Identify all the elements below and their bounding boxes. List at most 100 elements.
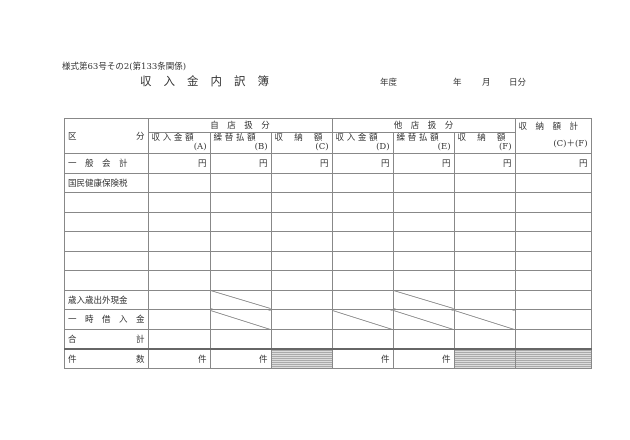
cell[interactable] xyxy=(514,192,592,213)
cell[interactable] xyxy=(514,309,592,330)
cell[interactable] xyxy=(270,309,333,330)
cell[interactable] xyxy=(392,211,455,232)
shaded-cell xyxy=(453,347,516,369)
cell[interactable] xyxy=(331,211,394,232)
table-row: 一 般 会 計 円 円 円 円 円 円 円 xyxy=(64,153,592,174)
cell-b[interactable]: 件 xyxy=(209,347,272,369)
cell[interactable] xyxy=(209,231,272,252)
row-label-national-health: 国民健康保険税 xyxy=(64,172,149,193)
cell[interactable] xyxy=(514,328,592,349)
cell[interactable] xyxy=(147,211,211,232)
cell-d[interactable]: 円 xyxy=(331,153,394,174)
cell[interactable] xyxy=(147,192,211,213)
cell[interactable] xyxy=(209,192,272,213)
shaded-cell xyxy=(270,347,333,369)
row-label-sum: 合計 xyxy=(64,328,149,349)
cell[interactable] xyxy=(147,270,211,291)
cell-e[interactable]: 件 xyxy=(392,347,455,369)
cell[interactable] xyxy=(331,328,394,349)
cell[interactable] xyxy=(392,250,455,271)
cell[interactable] xyxy=(514,211,592,232)
table-row xyxy=(64,211,592,232)
cell[interactable] xyxy=(270,211,333,232)
cell[interactable] xyxy=(514,172,592,193)
cell[interactable] xyxy=(64,270,149,291)
cell[interactable] xyxy=(331,250,394,271)
cell[interactable] xyxy=(147,328,211,349)
cell[interactable] xyxy=(453,231,516,252)
cell[interactable] xyxy=(147,231,211,252)
cell[interactable] xyxy=(209,328,272,349)
row-label-temporary-loan: 一 時 借 入 金 xyxy=(64,309,149,330)
cell[interactable] xyxy=(270,289,333,310)
fiscal-year-label: 年度 xyxy=(380,78,398,88)
other-store-header: 他 店 扱 分 xyxy=(331,118,516,133)
cell[interactable] xyxy=(270,192,333,213)
cell[interactable] xyxy=(270,250,333,271)
cell-total[interactable]: 円 xyxy=(514,153,592,174)
cell[interactable] xyxy=(209,270,272,291)
month-label: 月 xyxy=(482,78,491,88)
category-header: 区分 xyxy=(64,118,149,154)
cell[interactable] xyxy=(209,172,272,193)
table-row: 合計 xyxy=(64,328,592,349)
cell-b[interactable]: 円 xyxy=(209,153,272,174)
cell[interactable] xyxy=(270,328,333,349)
cell[interactable] xyxy=(270,231,333,252)
cell-d[interactable]: 件 xyxy=(331,347,394,369)
total-header: 収 納 額 計 (C)＋(F) xyxy=(514,118,592,154)
cell[interactable] xyxy=(514,270,592,291)
cell[interactable] xyxy=(392,231,455,252)
cell-a[interactable]: 件 xyxy=(147,347,211,369)
form-title: 収入金内訳簿 xyxy=(140,74,281,88)
cell[interactable] xyxy=(514,231,592,252)
cell[interactable] xyxy=(453,172,516,193)
col-c-header: 収 納 額 (C) xyxy=(270,131,333,155)
form-number: 様式第63号その2(第133条関係) xyxy=(62,62,187,72)
cell[interactable] xyxy=(514,250,592,271)
cell[interactable] xyxy=(453,211,516,232)
table-row: 歳入歳出外現金 xyxy=(64,289,592,310)
table-row xyxy=(64,250,592,271)
cell[interactable] xyxy=(270,172,333,193)
cell[interactable] xyxy=(453,250,516,271)
cell[interactable] xyxy=(392,192,455,213)
cell-e[interactable]: 円 xyxy=(392,153,455,174)
cell[interactable] xyxy=(64,192,149,213)
cell[interactable] xyxy=(64,250,149,271)
cell-a[interactable]: 円 xyxy=(147,153,211,174)
cell[interactable] xyxy=(331,172,394,193)
crossed-out-cell xyxy=(209,289,272,310)
cell[interactable] xyxy=(270,270,333,291)
table-row xyxy=(64,192,592,213)
cell[interactable] xyxy=(147,250,211,271)
cell[interactable] xyxy=(392,270,455,291)
cell[interactable] xyxy=(453,192,516,213)
shaded-cell xyxy=(514,347,592,369)
cell[interactable] xyxy=(331,192,394,213)
cell[interactable] xyxy=(147,172,211,193)
revenue-breakdown-table: 区分 自 店 扱 分 他 店 扱 分 収 納 額 計 (C)＋(F) 収 入 金 … xyxy=(64,118,592,369)
cell[interactable] xyxy=(147,289,211,310)
cell[interactable] xyxy=(514,289,592,310)
col-a-header: 収 入 金 額 (A) xyxy=(147,131,211,155)
cell[interactable] xyxy=(392,328,455,349)
cell[interactable] xyxy=(209,211,272,232)
cell[interactable] xyxy=(64,211,149,232)
row-label-count: 件数 xyxy=(64,347,149,369)
table-row xyxy=(64,231,592,252)
cell[interactable] xyxy=(64,231,149,252)
cell[interactable] xyxy=(331,270,394,291)
cell[interactable] xyxy=(453,289,516,310)
cell[interactable] xyxy=(147,309,211,330)
cell-c[interactable]: 円 xyxy=(270,153,333,174)
cell[interactable] xyxy=(209,250,272,271)
col-b-header: 繰 替 払 額 (B) xyxy=(209,131,272,155)
cell[interactable] xyxy=(331,231,394,252)
cell[interactable] xyxy=(453,270,516,291)
cell[interactable] xyxy=(331,289,394,310)
cell[interactable] xyxy=(392,172,455,193)
cell-f[interactable]: 円 xyxy=(453,153,516,174)
cell[interactable] xyxy=(453,328,516,349)
row-label-general: 一 般 会 計 xyxy=(64,153,149,174)
